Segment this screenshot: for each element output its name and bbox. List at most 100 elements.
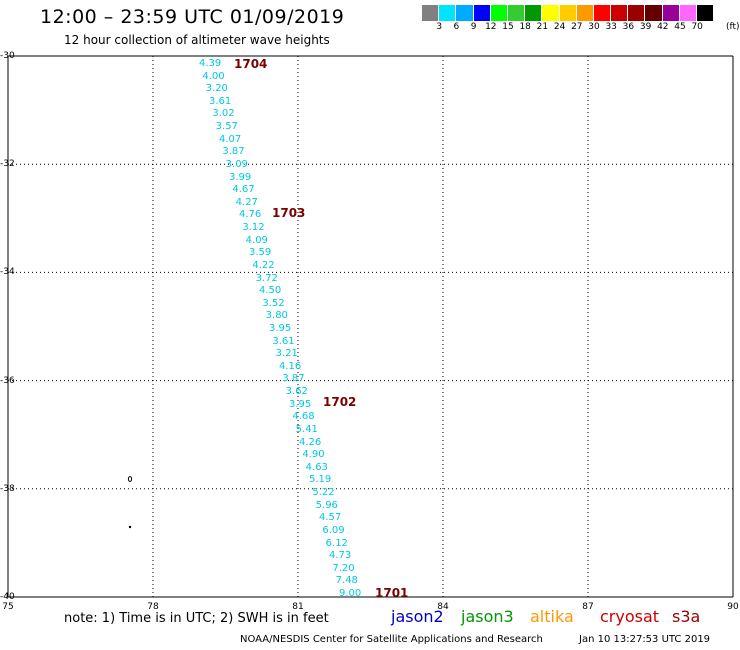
island-dot [128, 525, 132, 529]
swh-value: 3.57 [215, 121, 238, 133]
swh-value: 3.20 [205, 83, 228, 95]
swh-value: 7.48 [335, 575, 358, 587]
swh-value: 4.76 [239, 209, 262, 221]
swh-value: 4.27 [235, 196, 258, 208]
colorbar-swatch [559, 5, 577, 21]
swh-value: 6.12 [325, 537, 348, 549]
colorbar-swatch [697, 5, 715, 21]
swh-value: 4.57 [319, 512, 342, 524]
longitude-tick-label: 84 [437, 602, 449, 612]
colorbar-label: 42 [657, 22, 669, 32]
colorbar-swatch [662, 5, 680, 21]
legend-cryosat: cryosat [600, 607, 660, 626]
footnote: note: 1) Time is in UTC; 2) SWH is in fe… [64, 611, 329, 626]
swh-value: 3.21 [275, 348, 298, 360]
colorbar-swatch [507, 5, 526, 21]
legend-jason3: jason3 [461, 607, 514, 626]
swh-value: 3.09 [225, 158, 248, 170]
pass-number: 1704 [234, 57, 268, 71]
swh-value: 3.52 [262, 297, 285, 309]
colorbar-labels: (ft) 3 6 9 12 15 18 21 24 27 30 33 36 39 42 45 70 [422, 22, 740, 34]
colorbar-label: 9 [470, 22, 477, 32]
swh-value: 3.95 [269, 323, 292, 334]
swh-value: 4.68 [292, 411, 315, 423]
colorbar-swatch [628, 5, 646, 21]
colorbar-label: 36 [622, 22, 635, 32]
credit-line: NOAA/NESDIS Center for Satellite Applica… [240, 634, 543, 645]
generated-timestamp: Jan 10 13:27:53 UTC 2019 [579, 634, 711, 645]
colorbar-swatch [490, 5, 508, 21]
swh-value: 4.63 [305, 461, 328, 473]
swh-colorbar [422, 5, 715, 21]
swh-value: 4.67 [232, 184, 255, 196]
swh-value: 4.16 [279, 360, 302, 372]
swh-value: 5.19 [309, 474, 332, 486]
colorbar-swatch [542, 5, 560, 21]
swh-value: 3.99 [229, 171, 252, 183]
colorbar-swatch [679, 5, 697, 21]
swh-value: 6.09 [322, 524, 345, 536]
swh-value: 3.59 [249, 247, 272, 259]
swh-value: 5.22 [312, 487, 335, 499]
colorbar-label: 30 [588, 22, 600, 32]
legend-altika: altika [530, 607, 574, 626]
colorbar-swatch [525, 5, 543, 21]
colorbar-label: 18 [519, 22, 531, 32]
colorbar-label: 12 [485, 22, 497, 32]
colorbar-label: 45 [674, 22, 686, 32]
colorbar-swatch [576, 5, 594, 21]
swh-value: 3.12 [242, 222, 265, 234]
colorbar-label: 21 [536, 22, 549, 32]
longitude-tick-label: 75 [2, 602, 14, 612]
page-title: 12:00 – 23:59 UTC 01/09/2019 [40, 6, 345, 28]
legend-jason2: jason2 [391, 607, 444, 626]
pass-number: 1702 [323, 395, 357, 409]
swh-value: 7.20 [332, 562, 355, 574]
colorbar-swatch [645, 5, 663, 21]
latitude-tick-label: -36 [0, 375, 15, 386]
swh-value: 4.09 [245, 234, 268, 246]
colorbar-label: 6 [453, 22, 460, 32]
swh-value: 3.62 [285, 386, 308, 398]
colorbar-swatch [473, 5, 491, 21]
swh-value: 4.22 [252, 259, 275, 271]
swh-value: 5.96 [315, 499, 338, 511]
swh-value: 3.95 [289, 398, 312, 410]
swh-value: 4.73 [329, 550, 352, 562]
longitude-tick-label: 90 [727, 602, 739, 612]
swh-value: 3.61 [272, 335, 295, 347]
pass-number: 1703 [272, 206, 306, 220]
swh-value: 3.72 [255, 272, 278, 284]
colorbar-label: 27 [571, 22, 583, 32]
legend-s3a: s3a [672, 607, 701, 626]
colorbar-swatch [611, 5, 629, 21]
swh-value: 9.00 [339, 588, 362, 599]
colorbar-label: 70 [691, 22, 703, 32]
colorbar-swatch [422, 5, 440, 21]
swh-value: 4.39 [199, 58, 222, 69]
latitude-tick-label: -34 [0, 267, 15, 278]
swh-value: 3.61 [209, 95, 232, 107]
colorbar-label: 39 [639, 22, 652, 32]
swh-value: 4.90 [302, 449, 325, 461]
colorbar-swatch [456, 5, 474, 21]
swh-value: 4.00 [202, 70, 225, 82]
colorbar-label: 24 [553, 22, 566, 32]
longitude-tick-label: 87 [582, 602, 594, 612]
island-outline [127, 476, 133, 482]
colorbar-label: 33 [605, 22, 617, 32]
swh-value: 3.87 [282, 373, 305, 385]
colorbar-label: 3 [436, 22, 443, 32]
latitude-tick-label: -40 [0, 592, 15, 602]
latitude-tick-label: -38 [0, 483, 15, 494]
latitude-tick-label: -32 [0, 159, 15, 170]
swh-value: 3.80 [265, 310, 288, 322]
swh-value: 5.41 [295, 423, 318, 435]
colorbar-unit: (ft) [726, 22, 740, 32]
longitude-tick-label: 81 [292, 602, 304, 612]
pass-number: 1701 [375, 586, 409, 600]
swh-value: 4.07 [219, 133, 242, 145]
colorbar-swatch [593, 5, 612, 21]
page-subtitle: 12 hour collection of altimeter wave hei… [64, 33, 330, 47]
